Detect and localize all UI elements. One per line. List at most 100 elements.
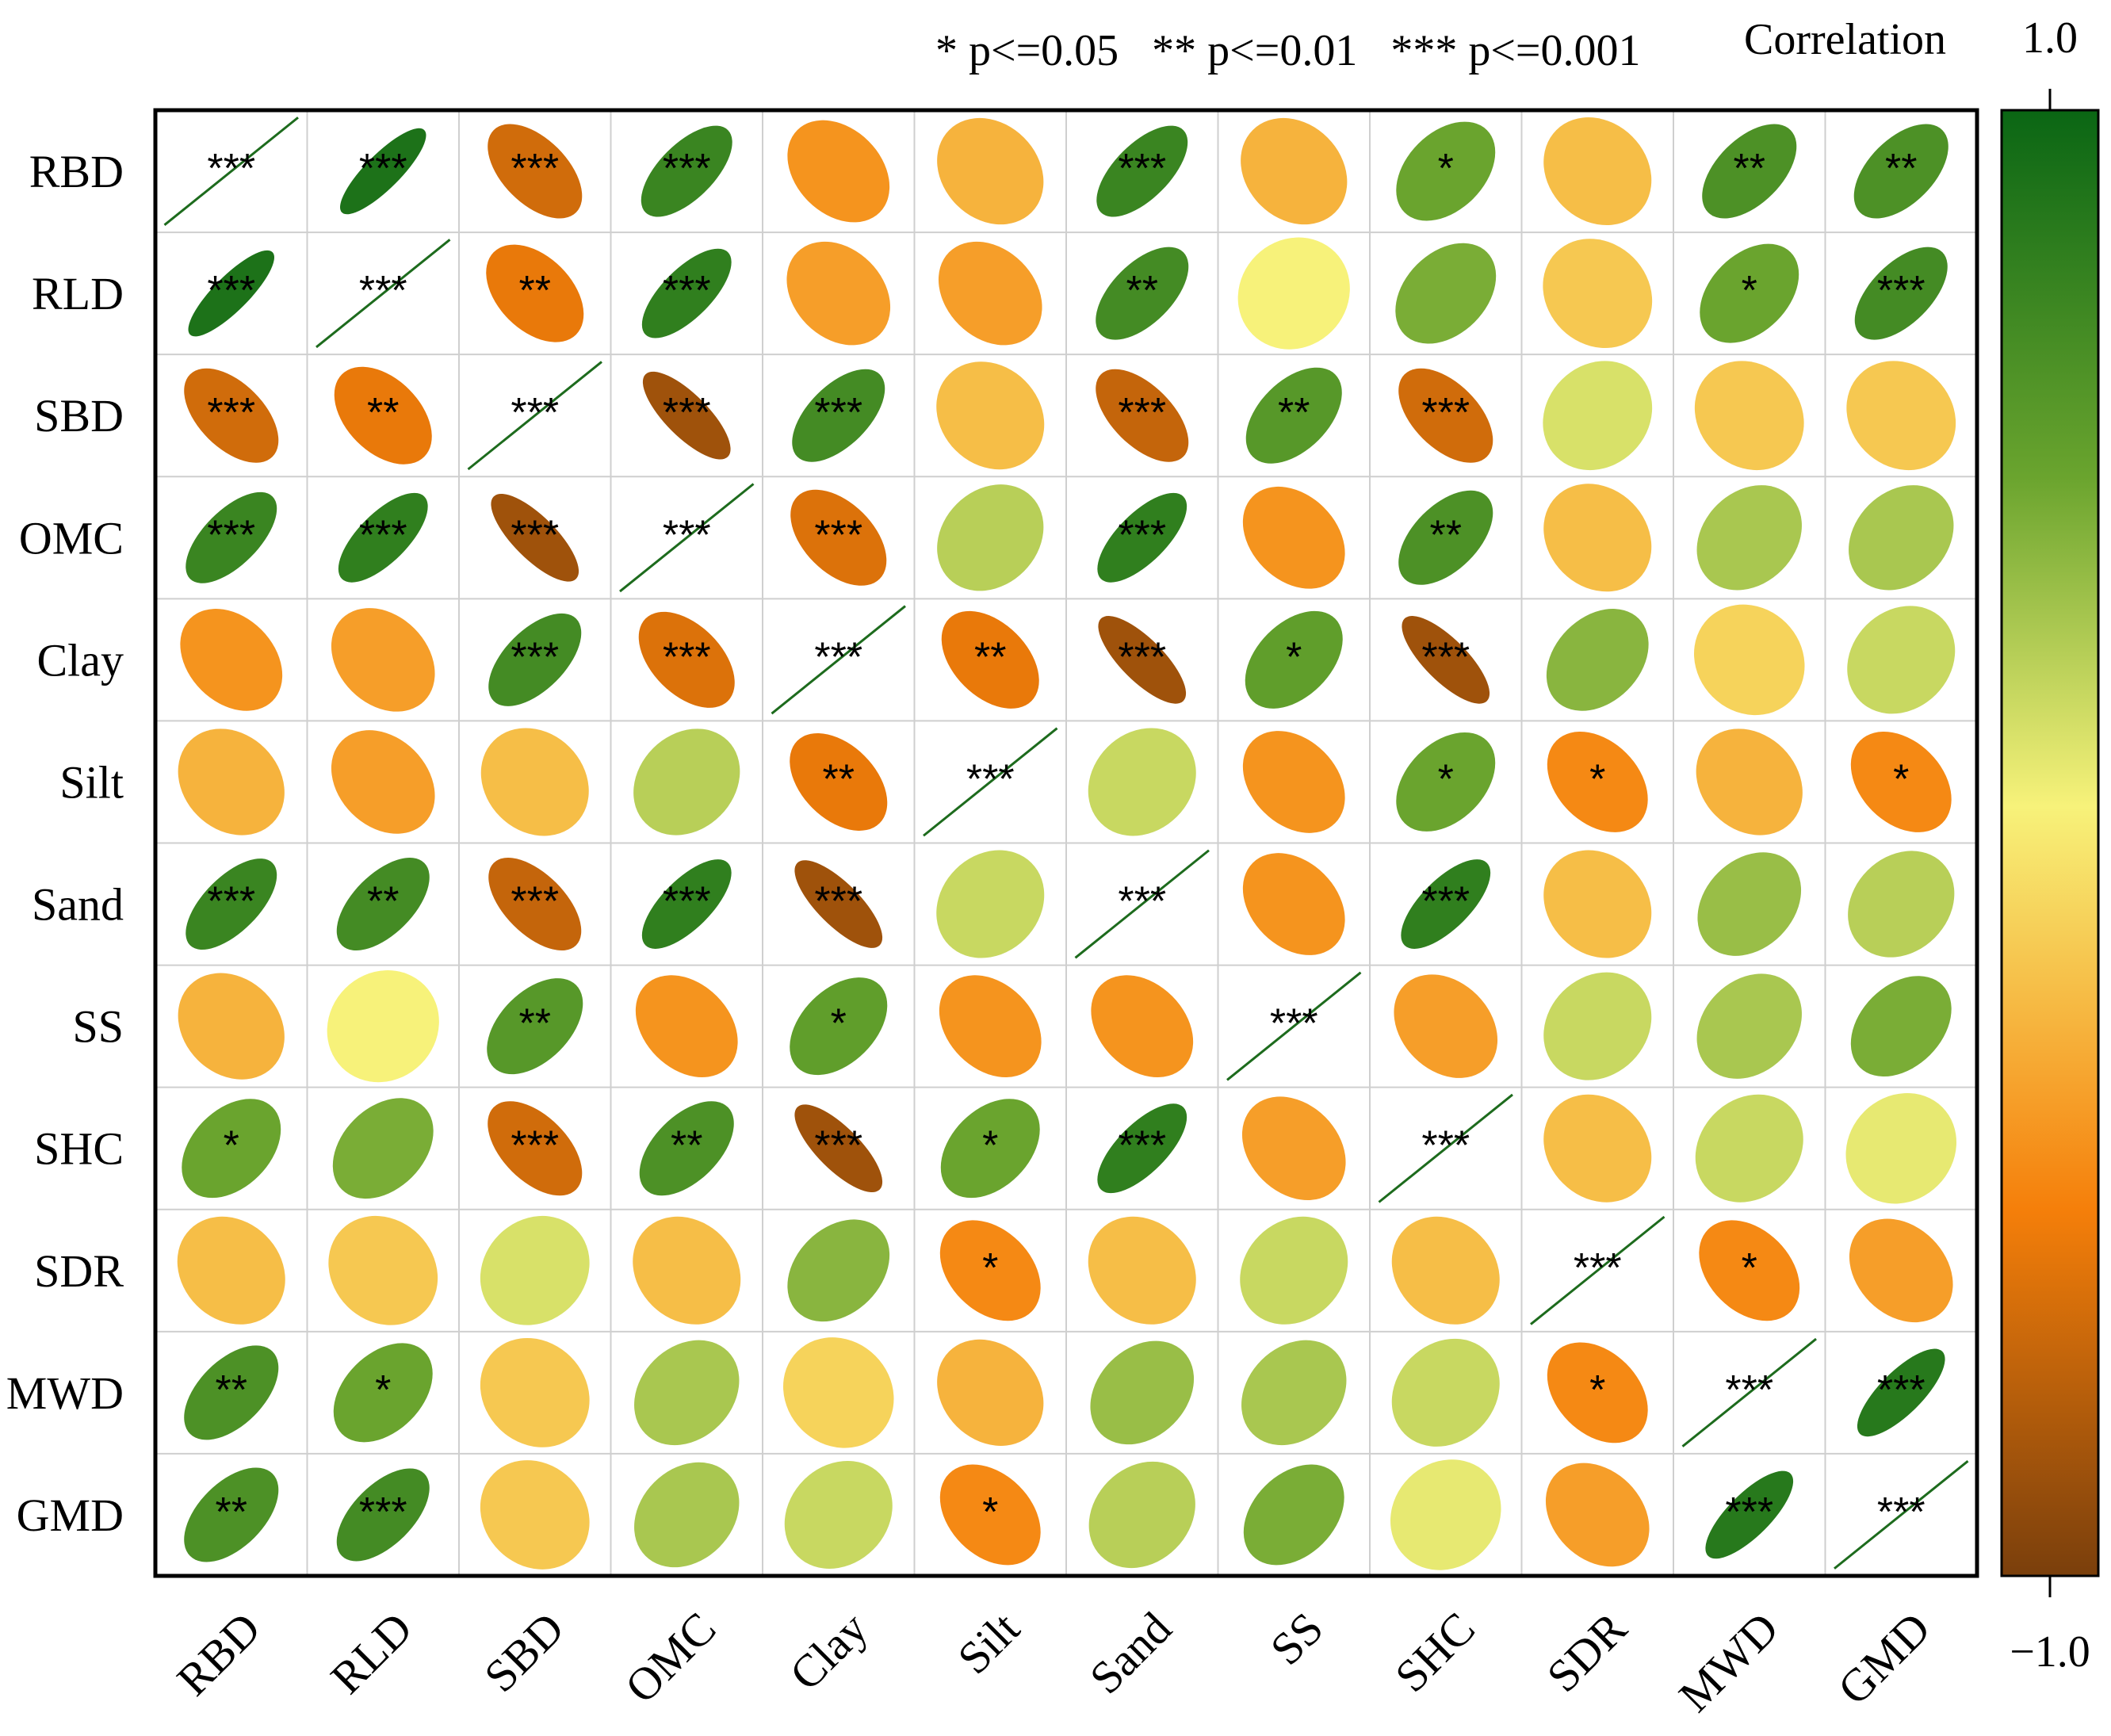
correlation-ellipse — [1396, 732, 1496, 832]
significance-label: *** — [663, 634, 711, 680]
column-label-GMD: GMD — [1828, 1602, 1941, 1715]
significance-label: * — [375, 1367, 391, 1413]
correlation-ellipse — [1096, 369, 1189, 462]
correlation-ellipse — [641, 125, 732, 217]
correlation-ellipse — [1398, 490, 1493, 585]
correlation-ellipse — [1241, 1340, 1347, 1446]
significance-label: *** — [511, 390, 559, 436]
cell-RLD-SS — [1237, 237, 1350, 350]
correlation-ellipse — [340, 128, 426, 215]
significance-label: *** — [1118, 390, 1166, 436]
significance-label: *** — [359, 268, 407, 314]
significance-label: ** — [974, 634, 1006, 680]
cell-SS-SDR — [1543, 972, 1652, 1080]
cell-Sand-GMD — [1848, 851, 1955, 958]
significance-label: *** — [359, 1489, 407, 1535]
correlation-ellipse — [792, 369, 885, 462]
correlation-ellipse — [633, 728, 740, 835]
significance-label: ** — [367, 879, 399, 925]
correlation-ellipse — [480, 1460, 590, 1570]
cell-Clay-SS: * — [1245, 610, 1343, 709]
cell-OMC-Sand: *** — [1097, 492, 1187, 583]
correlation-ellipse — [634, 1462, 740, 1568]
correlation-ellipse — [642, 371, 731, 460]
cell-RLD-Silt — [938, 241, 1042, 346]
column-label-Sand: Sand — [1080, 1602, 1181, 1703]
correlation-ellipse — [940, 1099, 1040, 1199]
correlation-ellipse — [794, 860, 883, 948]
significance-label: ** — [367, 390, 399, 436]
correlation-ellipse — [1846, 361, 1956, 471]
plot-border — [153, 108, 1979, 1578]
row-label-SDR: SDR — [34, 1245, 124, 1297]
significance-legend: * p<=0.05 ** p<=0.01 *** p<=0.001 — [935, 26, 1641, 75]
significance-label: *** — [1421, 1123, 1470, 1169]
correlation-ellipse — [1242, 486, 1345, 589]
cell-Silt-SHC: * — [1396, 732, 1496, 832]
significance-label: ** — [216, 1489, 247, 1535]
significance-label: * — [982, 1245, 998, 1291]
correlation-ellipse — [1398, 368, 1493, 463]
significance-label: * — [1589, 1367, 1605, 1413]
cell-SS-Silt — [939, 975, 1042, 1077]
correlation-ellipse — [1097, 492, 1187, 583]
correlation-ellipse — [178, 973, 285, 1080]
correlation-ellipse — [334, 366, 432, 465]
row-labels: RBD RLD SBD OMC Clay Silt Sand SS SHC SDR MWD GMD — [6, 146, 124, 1541]
correlation-ellipse — [937, 484, 1044, 591]
cell-Silt-SDR: * — [1547, 732, 1648, 832]
cell-SHC-SDR — [1543, 1094, 1652, 1203]
cell-MWD-Sand — [1090, 1340, 1195, 1445]
significance-label: * — [982, 1123, 998, 1169]
correlation-ellipse — [937, 1339, 1044, 1446]
cell-Sand-OMC: *** — [641, 859, 732, 949]
cell-Clay-SHC: *** — [1402, 616, 1490, 704]
cell-OMC-Clay: *** — [790, 489, 887, 586]
cell-SDR-RLD — [328, 1215, 438, 1325]
correlation-ellipse — [177, 1216, 285, 1325]
correlation-ellipse — [1543, 850, 1652, 958]
cell-RLD-SHC — [1395, 243, 1497, 344]
correlation-ellipse — [328, 1215, 438, 1325]
cell-Silt-RLD — [331, 730, 435, 834]
significance-label: *** — [207, 146, 255, 192]
correlation-ellipse — [794, 1104, 883, 1193]
cell-SS-Clay: * — [790, 977, 888, 1076]
correlation-ellipse — [1545, 1463, 1650, 1567]
cell-OMC-GMD — [1849, 485, 1954, 591]
cell-SS-SHC — [1394, 974, 1498, 1078]
significance-label: *** — [814, 512, 862, 558]
significance-label: *** — [1118, 1123, 1166, 1169]
cell-RBD-Silt — [937, 117, 1044, 225]
cell-SS-MWD — [1696, 973, 1802, 1079]
cell-SS-RBD — [178, 973, 285, 1080]
cell-SHC-Silt: * — [940, 1099, 1040, 1199]
correlation-ellipse — [480, 728, 589, 836]
cell-GMD-SBD — [480, 1460, 590, 1570]
cell-OMC-SDR — [1543, 484, 1652, 592]
column-label-SHC: SHC — [1385, 1602, 1485, 1702]
correlation-ellipse — [936, 850, 1045, 958]
cell-SS-SS: *** — [1226, 971, 1362, 1081]
cell-MWD-Silt — [937, 1339, 1044, 1446]
cell-MWD-Clay — [783, 1337, 894, 1448]
significance-label: * — [1286, 634, 1302, 680]
row-label-OMC: OMC — [19, 512, 124, 564]
cell-SHC-SBD: *** — [488, 1101, 583, 1196]
cell-RBD-Sand: *** — [1096, 125, 1188, 217]
correlation-ellipse — [1543, 484, 1652, 592]
diagonal-line — [1378, 1093, 1513, 1203]
cell-Sand-Silt — [936, 850, 1045, 958]
cell-Clay-Clay: *** — [771, 605, 906, 715]
correlation-ellipse — [1090, 1340, 1195, 1445]
cell-GMD-Clay — [784, 1460, 893, 1569]
correlation-ellipse — [331, 730, 435, 834]
significance-label: *** — [359, 512, 407, 558]
diagonal-line — [163, 117, 299, 227]
correlation-ellipse — [184, 1467, 279, 1562]
column-label-SBD: SBD — [474, 1602, 574, 1702]
correlation-grid: *** *** *** *** *** * ** ***** *** ** *** ** * ******… — [153, 108, 1979, 1578]
correlation-ellipse — [1241, 117, 1348, 225]
significance-label: *** — [511, 1123, 559, 1169]
colorbar — [2000, 109, 2100, 1577]
